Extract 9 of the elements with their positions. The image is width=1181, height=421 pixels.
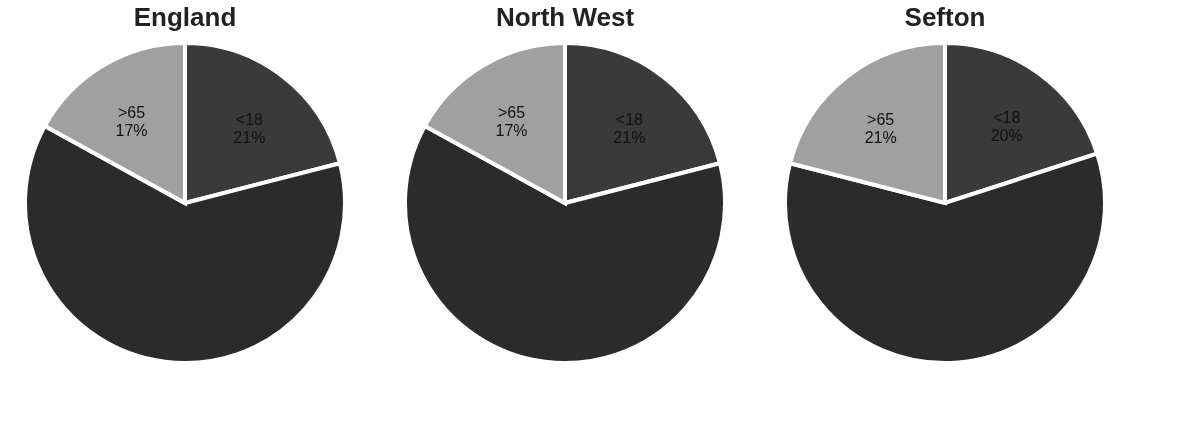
slice-label: >65 — [497, 103, 526, 121]
chart-title: Sefton — [904, 2, 986, 32]
slice-label: >65 — [117, 103, 146, 121]
chart-title: North West — [495, 2, 635, 32]
data-label: 21% — [864, 129, 897, 147]
data-label: 17% — [495, 121, 528, 139]
slice-label: >65 — [867, 111, 895, 129]
chart-title: England — [133, 2, 237, 32]
data-label: 17% — [115, 121, 148, 139]
